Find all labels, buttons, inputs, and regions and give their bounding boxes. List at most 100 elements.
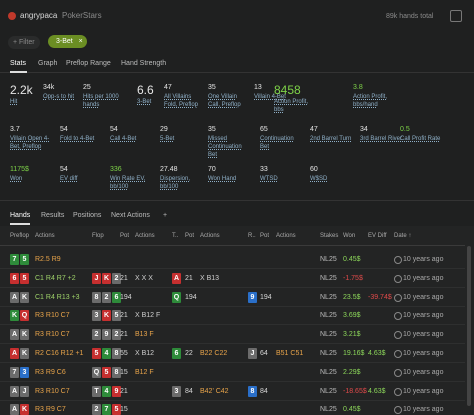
actions: R3 R9 C6: [35, 368, 66, 376]
stat-label: Call 4-Bet: [110, 136, 137, 142]
card: J: [20, 385, 29, 397]
stat-label: Action Profit, bbs/hand: [353, 94, 388, 108]
stat-label: Missed Continuation Bet: [208, 136, 242, 158]
column-header[interactable]: Pot: [185, 233, 195, 239]
card: 8: [92, 291, 101, 303]
hand-tab[interactable]: Hands: [10, 212, 31, 219]
stat-label: One Villain Call, Preflop: [208, 94, 241, 108]
card: T: [92, 385, 101, 397]
stat-label: 3rd Barrel River: [360, 136, 403, 142]
card: 3: [20, 366, 29, 378]
stat-label: Hit: [10, 99, 18, 105]
user-name[interactable]: angrypaca: [20, 11, 58, 20]
chip-label: 3-Bet: [56, 38, 73, 45]
column-header[interactable]: Pot: [260, 233, 270, 239]
stat-value: 54: [60, 126, 68, 133]
column-header[interactable]: Actions: [276, 233, 296, 239]
column-header[interactable]: Won: [343, 233, 356, 239]
column-header[interactable]: T..: [172, 233, 179, 239]
stat-value: 34k: [43, 84, 55, 91]
stat-label: WTSD: [260, 176, 278, 182]
column-header[interactable]: Pot: [120, 233, 130, 239]
tab-underline: [10, 223, 30, 225]
date: 10 years ago: [403, 387, 444, 395]
card: J: [248, 348, 257, 359]
pot: 21: [120, 312, 128, 320]
site-name: PokerStars: [62, 11, 102, 20]
card: 7: [10, 366, 19, 378]
card: 8: [112, 366, 121, 378]
pot: 84: [185, 387, 193, 395]
tab[interactable]: Hand Strength: [121, 60, 167, 67]
card: A: [172, 272, 181, 284]
pot: 194: [185, 293, 197, 301]
card: J: [92, 272, 101, 284]
export-icon[interactable]: [450, 10, 462, 22]
hands-total: 89k hands total: [386, 13, 434, 20]
hand-tab[interactable]: Next Actions: [111, 212, 150, 219]
date: 10 years ago: [403, 406, 444, 414]
filter-chip[interactable]: 3-Bet ×: [48, 35, 87, 48]
date: 10 years ago: [403, 368, 444, 376]
card: 8: [112, 348, 121, 359]
stat-value: 13: [254, 84, 262, 91]
card: 6: [112, 291, 121, 303]
chip-close[interactable]: ×: [78, 38, 83, 45]
column-header[interactable]: Stakes: [320, 233, 339, 239]
stakes: NL25: [320, 350, 337, 357]
tab[interactable]: Stats: [10, 60, 26, 67]
stat-value: 3.8: [353, 84, 363, 91]
stat-value: 336: [110, 166, 122, 173]
stat-value: 47: [164, 84, 172, 91]
stat-label: Continuation Bet: [260, 136, 294, 150]
stakes: NL25: [320, 256, 337, 263]
filter-button[interactable]: + Filter: [8, 36, 40, 49]
date: 10 years ago: [403, 293, 444, 301]
row-rule: [0, 324, 465, 326]
stat-label: 5-Bet: [160, 136, 175, 142]
ev-diff: 4.63$: [368, 387, 386, 395]
actions: X B12: [135, 350, 155, 357]
won: 0.45$: [343, 406, 361, 414]
column-header[interactable]: Actions: [135, 233, 155, 239]
column-header[interactable]: Actions: [200, 233, 220, 239]
actions: R3 R10 C7: [35, 312, 70, 320]
card: 6: [10, 272, 19, 284]
card: 5: [112, 310, 121, 322]
won: 19.16$: [343, 350, 365, 357]
divider: [0, 200, 474, 201]
pot: 64: [260, 350, 268, 357]
tab[interactable]: Graph: [38, 60, 58, 67]
avatar: [8, 12, 16, 20]
pot: 15: [120, 406, 128, 414]
stat-label: Call Profit Rate: [400, 136, 441, 142]
won: -18.65$: [343, 387, 367, 395]
column-header[interactable]: Actions: [35, 233, 55, 239]
column-header[interactable]: Flop: [92, 233, 104, 239]
pot: 15: [120, 368, 128, 376]
row-rule: [0, 305, 465, 307]
stat-label: Won Hand: [208, 176, 237, 182]
hand-tab[interactable]: +: [163, 212, 168, 219]
stat-label: Action Profit, bbs: [274, 99, 309, 113]
hand-tab[interactable]: Positions: [73, 212, 102, 219]
card: K: [20, 291, 29, 303]
stat-label: Win Rate EV, bb/100: [110, 176, 146, 190]
pot: 22: [185, 350, 193, 357]
tab[interactable]: Preflop Range: [66, 60, 111, 67]
card: 7: [102, 404, 111, 415]
column-header[interactable]: EV Diff: [368, 233, 387, 239]
actions: X B13: [200, 274, 220, 282]
scrollbar[interactable]: [467, 246, 471, 406]
column-header[interactable]: Date ↑: [394, 233, 412, 239]
actions: R3 R9 C7: [35, 406, 66, 414]
column-header[interactable]: Preflop: [10, 233, 30, 239]
card: 6: [172, 348, 181, 359]
actions: R3 R10 C7: [35, 331, 70, 339]
row-rule: [0, 380, 465, 382]
row-rule: [0, 343, 465, 345]
hand-tab[interactable]: Results: [41, 212, 65, 219]
actions: R2.5 R9: [35, 256, 61, 263]
date: 10 years ago: [403, 350, 444, 357]
column-header[interactable]: R..: [248, 233, 256, 239]
